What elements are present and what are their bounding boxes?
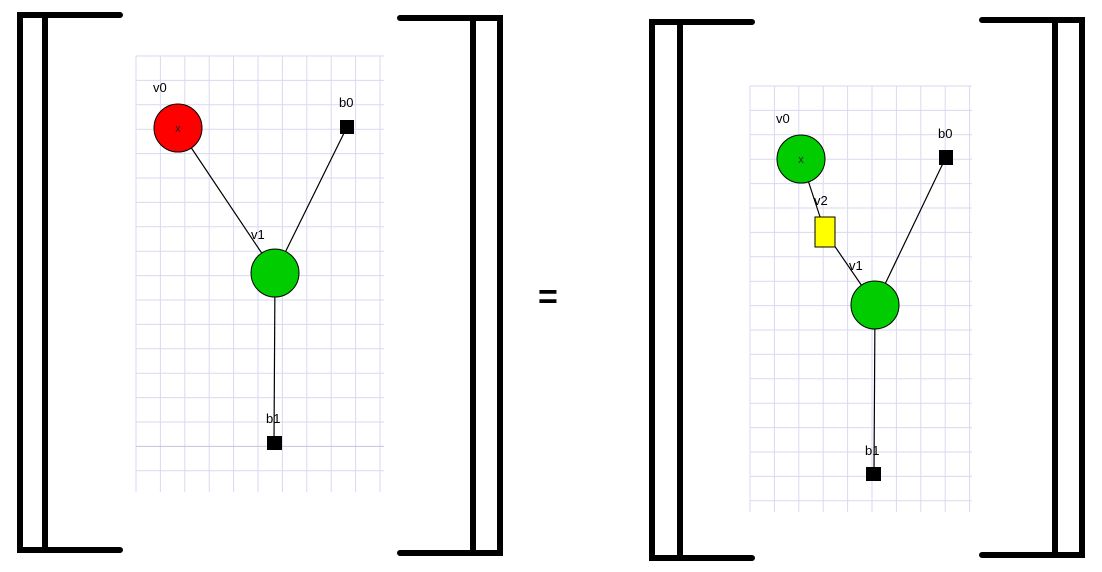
boundary-b1[interactable]	[866, 467, 881, 481]
vertex-v0-phase: x	[175, 123, 181, 135]
vertex-v0-phase: x	[798, 154, 804, 166]
edge-b0-v1	[874, 156, 947, 306]
left-close-bracket	[397, 15, 503, 556]
right-graph: x v0 v2 v1 b0 b1	[776, 111, 953, 481]
vertex-v0-label: v0	[776, 111, 790, 126]
boundary-b0[interactable]	[939, 150, 953, 165]
left-grid-background	[135, 55, 384, 492]
equals-sign: =	[538, 278, 558, 316]
vertex-v1-label: v1	[251, 227, 265, 242]
vertex-v1-green-spider[interactable]	[250, 248, 300, 298]
boundary-b0[interactable]	[340, 120, 354, 134]
vertex-v0-red-spider[interactable]	[153, 103, 203, 153]
boundary-b1-label: b1	[865, 443, 879, 458]
boundary-b1[interactable]	[267, 436, 282, 450]
edge-b0-v1	[274, 126, 348, 274]
vertex-v0-green-spider[interactable]	[776, 134, 826, 184]
left-graph: x v0 v1 b0 b1	[153, 80, 354, 450]
right-close-bracket	[979, 17, 1085, 558]
boundary-b0-label: b0	[938, 126, 952, 141]
boundary-b0-label: b0	[339, 95, 353, 110]
vertex-v2-hadamard-box[interactable]	[814, 216, 836, 248]
edge-v0-v1	[177, 127, 276, 274]
left-open-bracket	[17, 12, 123, 553]
vertex-v0-label: v0	[153, 80, 167, 95]
right-open-bracket	[649, 19, 755, 561]
vertex-v1-green-spider[interactable]	[850, 280, 900, 330]
vertex-v2-label: v2	[814, 193, 828, 208]
boundary-b1-label: b1	[266, 411, 280, 426]
vertex-v1-label: v1	[849, 258, 863, 273]
edge-v1-b1	[273, 272, 276, 443]
edge-v1-b1	[873, 304, 876, 475]
